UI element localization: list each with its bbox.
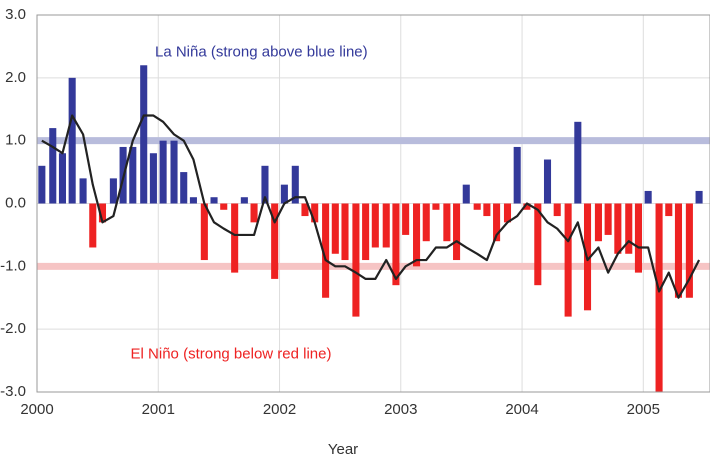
bar [129,146,137,204]
bar [443,203,451,242]
bar [473,203,481,210]
x-tick-label: 2000 [20,401,53,418]
bar [564,203,572,317]
bar [180,172,188,204]
bar [402,203,410,235]
bar [250,203,258,223]
x-tick-label: 2001 [142,401,175,418]
bar [382,203,390,248]
bar [149,153,157,204]
annotation: El Niño (strong below red line) [131,345,332,362]
y-tick-label: 2.0 [5,69,26,86]
bar [301,203,309,217]
x-axis-title: Year [328,441,358,458]
trend-line [41,114,701,299]
bar [140,65,148,204]
bar [58,153,67,204]
bar [614,203,622,254]
bar [392,203,400,286]
bar [159,140,167,204]
y-tick-label: -3.0 [0,383,26,400]
bar [261,165,269,204]
bar [553,203,561,217]
bar [271,203,279,279]
bar [49,128,57,204]
y-tick-label: 3.0 [5,6,26,23]
bar [644,190,652,204]
x-tick-label: 2004 [505,401,538,418]
bar [483,203,491,217]
bar [665,203,673,217]
y-tick-label: 0.0 [5,194,26,211]
y-tick-label: 1.0 [5,132,26,149]
bar [79,178,87,204]
bar [89,203,97,248]
bar [109,178,117,204]
bar [574,121,582,204]
bar [170,140,178,204]
bar [543,159,552,204]
bar [604,203,612,235]
plot-frame [36,14,710,393]
bar [523,203,531,210]
bar [503,203,512,223]
bar [513,146,521,204]
bar [362,203,370,261]
bar [322,203,330,298]
bar [462,184,470,204]
bar [240,197,248,204]
bar [634,203,642,273]
bar [38,165,46,204]
bar [98,203,107,223]
bar [210,197,218,204]
bar [594,203,602,242]
bar [685,203,693,298]
bar [453,203,461,261]
bar [200,203,208,261]
bar [280,184,288,204]
bar [231,203,239,273]
x-tick-label: 2003 [384,401,417,418]
y-tick-label: -2.0 [0,320,26,337]
bar [625,203,633,254]
bar [534,203,542,286]
bar [352,203,360,317]
bar [493,203,501,242]
bar [68,77,76,204]
bar [674,203,683,298]
x-tick-label: 2002 [263,401,296,418]
bar [432,203,440,210]
bar [220,203,228,210]
x-tick-label: 2005 [627,401,660,418]
bar [695,190,703,204]
bar [341,203,349,261]
y-tick-label: -1.0 [0,257,26,274]
bar [291,165,299,204]
bar [413,203,421,267]
bar [655,203,663,392]
bar [311,203,319,223]
bar [422,203,430,242]
bar [189,197,197,204]
annotation: La Niña (strong above blue line) [155,44,368,61]
bar [331,203,339,254]
bar [371,203,379,248]
